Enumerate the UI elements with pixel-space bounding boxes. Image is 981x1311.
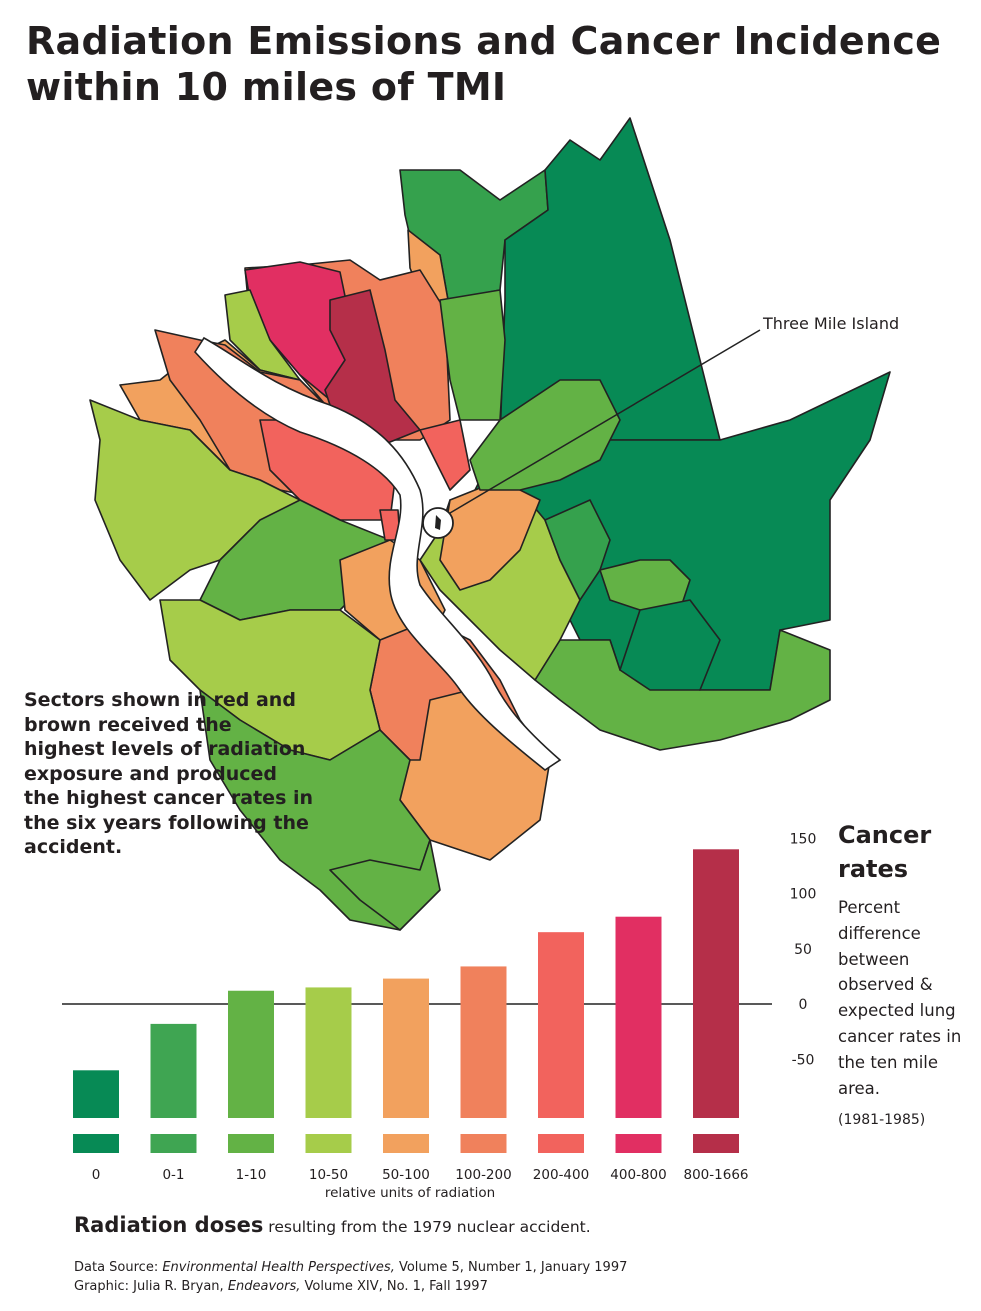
- susquehanna-river: [193, 336, 562, 771]
- color-key-swatch: [305, 1134, 352, 1153]
- color-key-swatch: [615, 1134, 662, 1153]
- bar: [460, 966, 507, 1118]
- x-tick-label: 1-10: [236, 1167, 267, 1183]
- doses-caption-rest: resulting from the 1979 nuclear accident…: [263, 1218, 591, 1236]
- color-key-swatch: [228, 1134, 274, 1153]
- x-tick-label: 200-400: [533, 1167, 589, 1183]
- chart-title: Radiation Emissions and Cancer Incidence…: [26, 18, 941, 110]
- legend-description: Percent difference between observed & ex…: [838, 898, 962, 1098]
- graphic-details: Volume XIV, No. 1, Fall 1997: [300, 1279, 488, 1294]
- graphic-publication: Endeavors,: [227, 1279, 301, 1294]
- bar: [538, 932, 584, 1118]
- y-tick-label: 0: [799, 997, 808, 1013]
- tmi-callout-label: Three Mile Island: [763, 314, 900, 333]
- color-key-swatch: [150, 1134, 197, 1153]
- bar: [383, 978, 429, 1118]
- x-tick-label: 800-1666: [684, 1167, 749, 1183]
- map-sector: [329, 839, 441, 931]
- doses-caption-bold: Radiation doses: [74, 1213, 264, 1237]
- graphic-credit-line: Graphic: Julia R. Bryan, Endeavors, Volu…: [74, 1277, 627, 1296]
- source-journal: Environmental Health Perspectives,: [162, 1260, 395, 1275]
- title-line-1: Radiation Emissions and Cancer Incidence: [26, 19, 942, 63]
- radiation-doses-caption: Radiation doses resulting from the 1979 …: [74, 1213, 591, 1237]
- map-sector: [599, 559, 691, 611]
- y-tick-label: 50: [794, 942, 812, 958]
- x-tick-label: 100-200: [455, 1167, 511, 1183]
- x-tick-label: 400-800: [610, 1167, 666, 1183]
- source-prefix: Data Source:: [74, 1260, 163, 1275]
- y-tick-label: 100: [790, 887, 817, 903]
- graphic-prefix: Graphic: Julia R. Bryan,: [74, 1279, 228, 1294]
- map-sector: [419, 419, 471, 491]
- bar: [150, 1023, 197, 1118]
- three-mile-island-icon: [435, 515, 441, 530]
- bar: [615, 916, 662, 1118]
- color-key-swatch: [693, 1134, 739, 1153]
- title-line-2: within 10 miles of TMI: [26, 65, 507, 109]
- map-sector: [619, 599, 721, 691]
- legend-period: (1981-1985): [838, 1112, 926, 1128]
- map-sector: [469, 379, 621, 491]
- bar: [228, 990, 274, 1118]
- bar: [305, 987, 352, 1118]
- bar: [73, 1070, 119, 1118]
- y-tick-label: 150: [790, 831, 817, 847]
- legend-title: Cancer rates: [838, 821, 932, 883]
- x-tick-label: 10-50: [309, 1167, 348, 1183]
- color-key-swatch: [73, 1134, 119, 1153]
- x-axis-label: relative units of radiation: [324, 1185, 496, 1201]
- map-annotation: Sectors shown in red and brown received …: [24, 689, 314, 858]
- color-key-swatch: [460, 1134, 507, 1153]
- bar: [693, 849, 739, 1118]
- x-tick-label: 50-100: [382, 1167, 430, 1183]
- credits: Data Source: Environmental Health Perspe…: [74, 1258, 627, 1296]
- x-tick-label: 0-1: [162, 1167, 184, 1183]
- source-details: Volume 5, Number 1, January 1997: [394, 1260, 628, 1275]
- y-tick-label: -50: [792, 1052, 815, 1068]
- color-key-swatch: [538, 1134, 584, 1153]
- x-tick-label: 0: [92, 1167, 101, 1183]
- tmi-callout-line: [449, 329, 761, 514]
- color-key-swatch: [383, 1134, 429, 1153]
- data-source-line: Data Source: Environmental Health Perspe…: [74, 1258, 627, 1277]
